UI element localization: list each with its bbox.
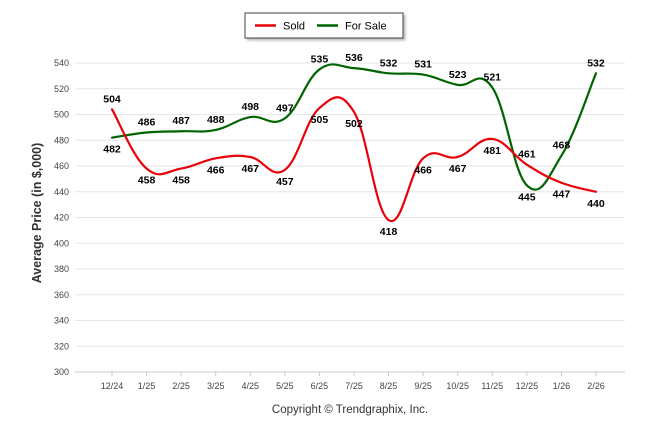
y-tick-label: 520 xyxy=(54,84,69,94)
gridlines xyxy=(75,62,625,373)
x-tick-label: 11/25 xyxy=(481,381,503,391)
sold-data-label: 505 xyxy=(311,114,329,126)
y-tick-label: 500 xyxy=(54,110,69,120)
sold-data-label: 466 xyxy=(414,164,432,176)
sold-data-label: 461 xyxy=(518,149,536,161)
x-tick-label: 6/25 xyxy=(311,381,329,391)
for-sale-data-label: 532 xyxy=(380,57,398,69)
sold-data-label: 466 xyxy=(207,164,225,176)
x-tick-label: 3/25 xyxy=(207,381,225,391)
y-axis-label: Average Price (in $,000) xyxy=(30,143,44,284)
legend-sold-label: Sold xyxy=(283,21,305,33)
copyright-credit: Copyright © Trendgraphix, Inc. xyxy=(272,404,428,416)
sold-data-label: 467 xyxy=(242,163,260,175)
legend-for-sale-label: For Sale xyxy=(345,21,387,33)
for-sale-data-label: 482 xyxy=(103,144,121,156)
sold-data-label: 418 xyxy=(380,226,398,238)
x-tick-label: 8/25 xyxy=(380,381,398,391)
y-tick-label: 300 xyxy=(54,367,69,377)
x-tick-label: 2/25 xyxy=(172,381,190,391)
x-tick-label: 7/25 xyxy=(345,381,363,391)
y-axis-ticks: 300 320 340 360 380 400 420 440 460 480 500 520 540 xyxy=(54,58,69,377)
y-tick-label: 340 xyxy=(54,316,69,326)
x-tick-label: 12/24 xyxy=(101,381,124,391)
for-sale-data-label: 532 xyxy=(587,57,605,69)
sold-data-label: 481 xyxy=(484,145,502,157)
x-tick-label: 10/25 xyxy=(446,381,469,391)
x-tick-label: 5/25 xyxy=(276,381,294,391)
for-sale-data-label: 497 xyxy=(276,102,294,114)
y-tick-label: 360 xyxy=(54,290,69,300)
sold-data-label: 447 xyxy=(553,189,571,201)
y-tick-label: 480 xyxy=(54,135,69,145)
for-sale-data-label: 535 xyxy=(311,53,329,65)
for-sale-data-label: 468 xyxy=(553,140,571,152)
sold-data-label: 504 xyxy=(103,93,121,105)
legend[interactable]: Sold For Sale xyxy=(244,12,404,39)
data-labels: 504 458 458 466 467 457 505 502 418 466 467 481 461 4… xyxy=(103,52,605,238)
y-tick-label: 440 xyxy=(54,187,69,197)
sold-data-label: 440 xyxy=(587,198,605,210)
y-tick-label: 320 xyxy=(54,341,69,351)
for-sale-data-label: 445 xyxy=(518,191,536,203)
sold-data-label: 457 xyxy=(276,176,294,188)
y-tick-label: 460 xyxy=(54,161,69,171)
x-tick-label: 1/26 xyxy=(553,381,571,391)
y-tick-label: 380 xyxy=(54,264,69,274)
for-sale-data-label: 488 xyxy=(207,114,225,126)
x-tick-label: 4/25 xyxy=(242,381,260,391)
y-tick-label: 540 xyxy=(54,58,69,68)
for-sale-data-label: 531 xyxy=(414,59,432,71)
y-tick-label: 420 xyxy=(54,213,69,223)
for-sale-data-label: 486 xyxy=(138,117,156,129)
y-tick-label: 400 xyxy=(54,238,69,248)
sold-data-label: 458 xyxy=(138,175,156,187)
for-sale-series-line xyxy=(110,63,598,191)
sold-data-label: 467 xyxy=(449,163,467,175)
for-sale-data-label: 536 xyxy=(345,52,363,64)
sold-data-label: 502 xyxy=(345,118,363,130)
sold-data-label: 458 xyxy=(172,175,190,187)
x-axis-ticks: 12/24 1/25 2/25 3/25 4/25 5/25 6/25 7/25 8/25 9/2… xyxy=(101,372,605,391)
x-tick-label: 2/26 xyxy=(587,381,605,391)
x-tick-label: 9/25 xyxy=(414,381,432,391)
sold-series-line xyxy=(110,96,598,223)
x-tick-label: 1/25 xyxy=(138,381,156,391)
for-sale-data-label: 523 xyxy=(449,69,467,81)
for-sale-data-label: 498 xyxy=(242,101,260,113)
for-sale-data-label: 487 xyxy=(172,115,190,127)
for-sale-data-label: 521 xyxy=(484,71,502,83)
x-tick-label: 12/25 xyxy=(516,381,539,391)
series-lines xyxy=(110,63,598,223)
